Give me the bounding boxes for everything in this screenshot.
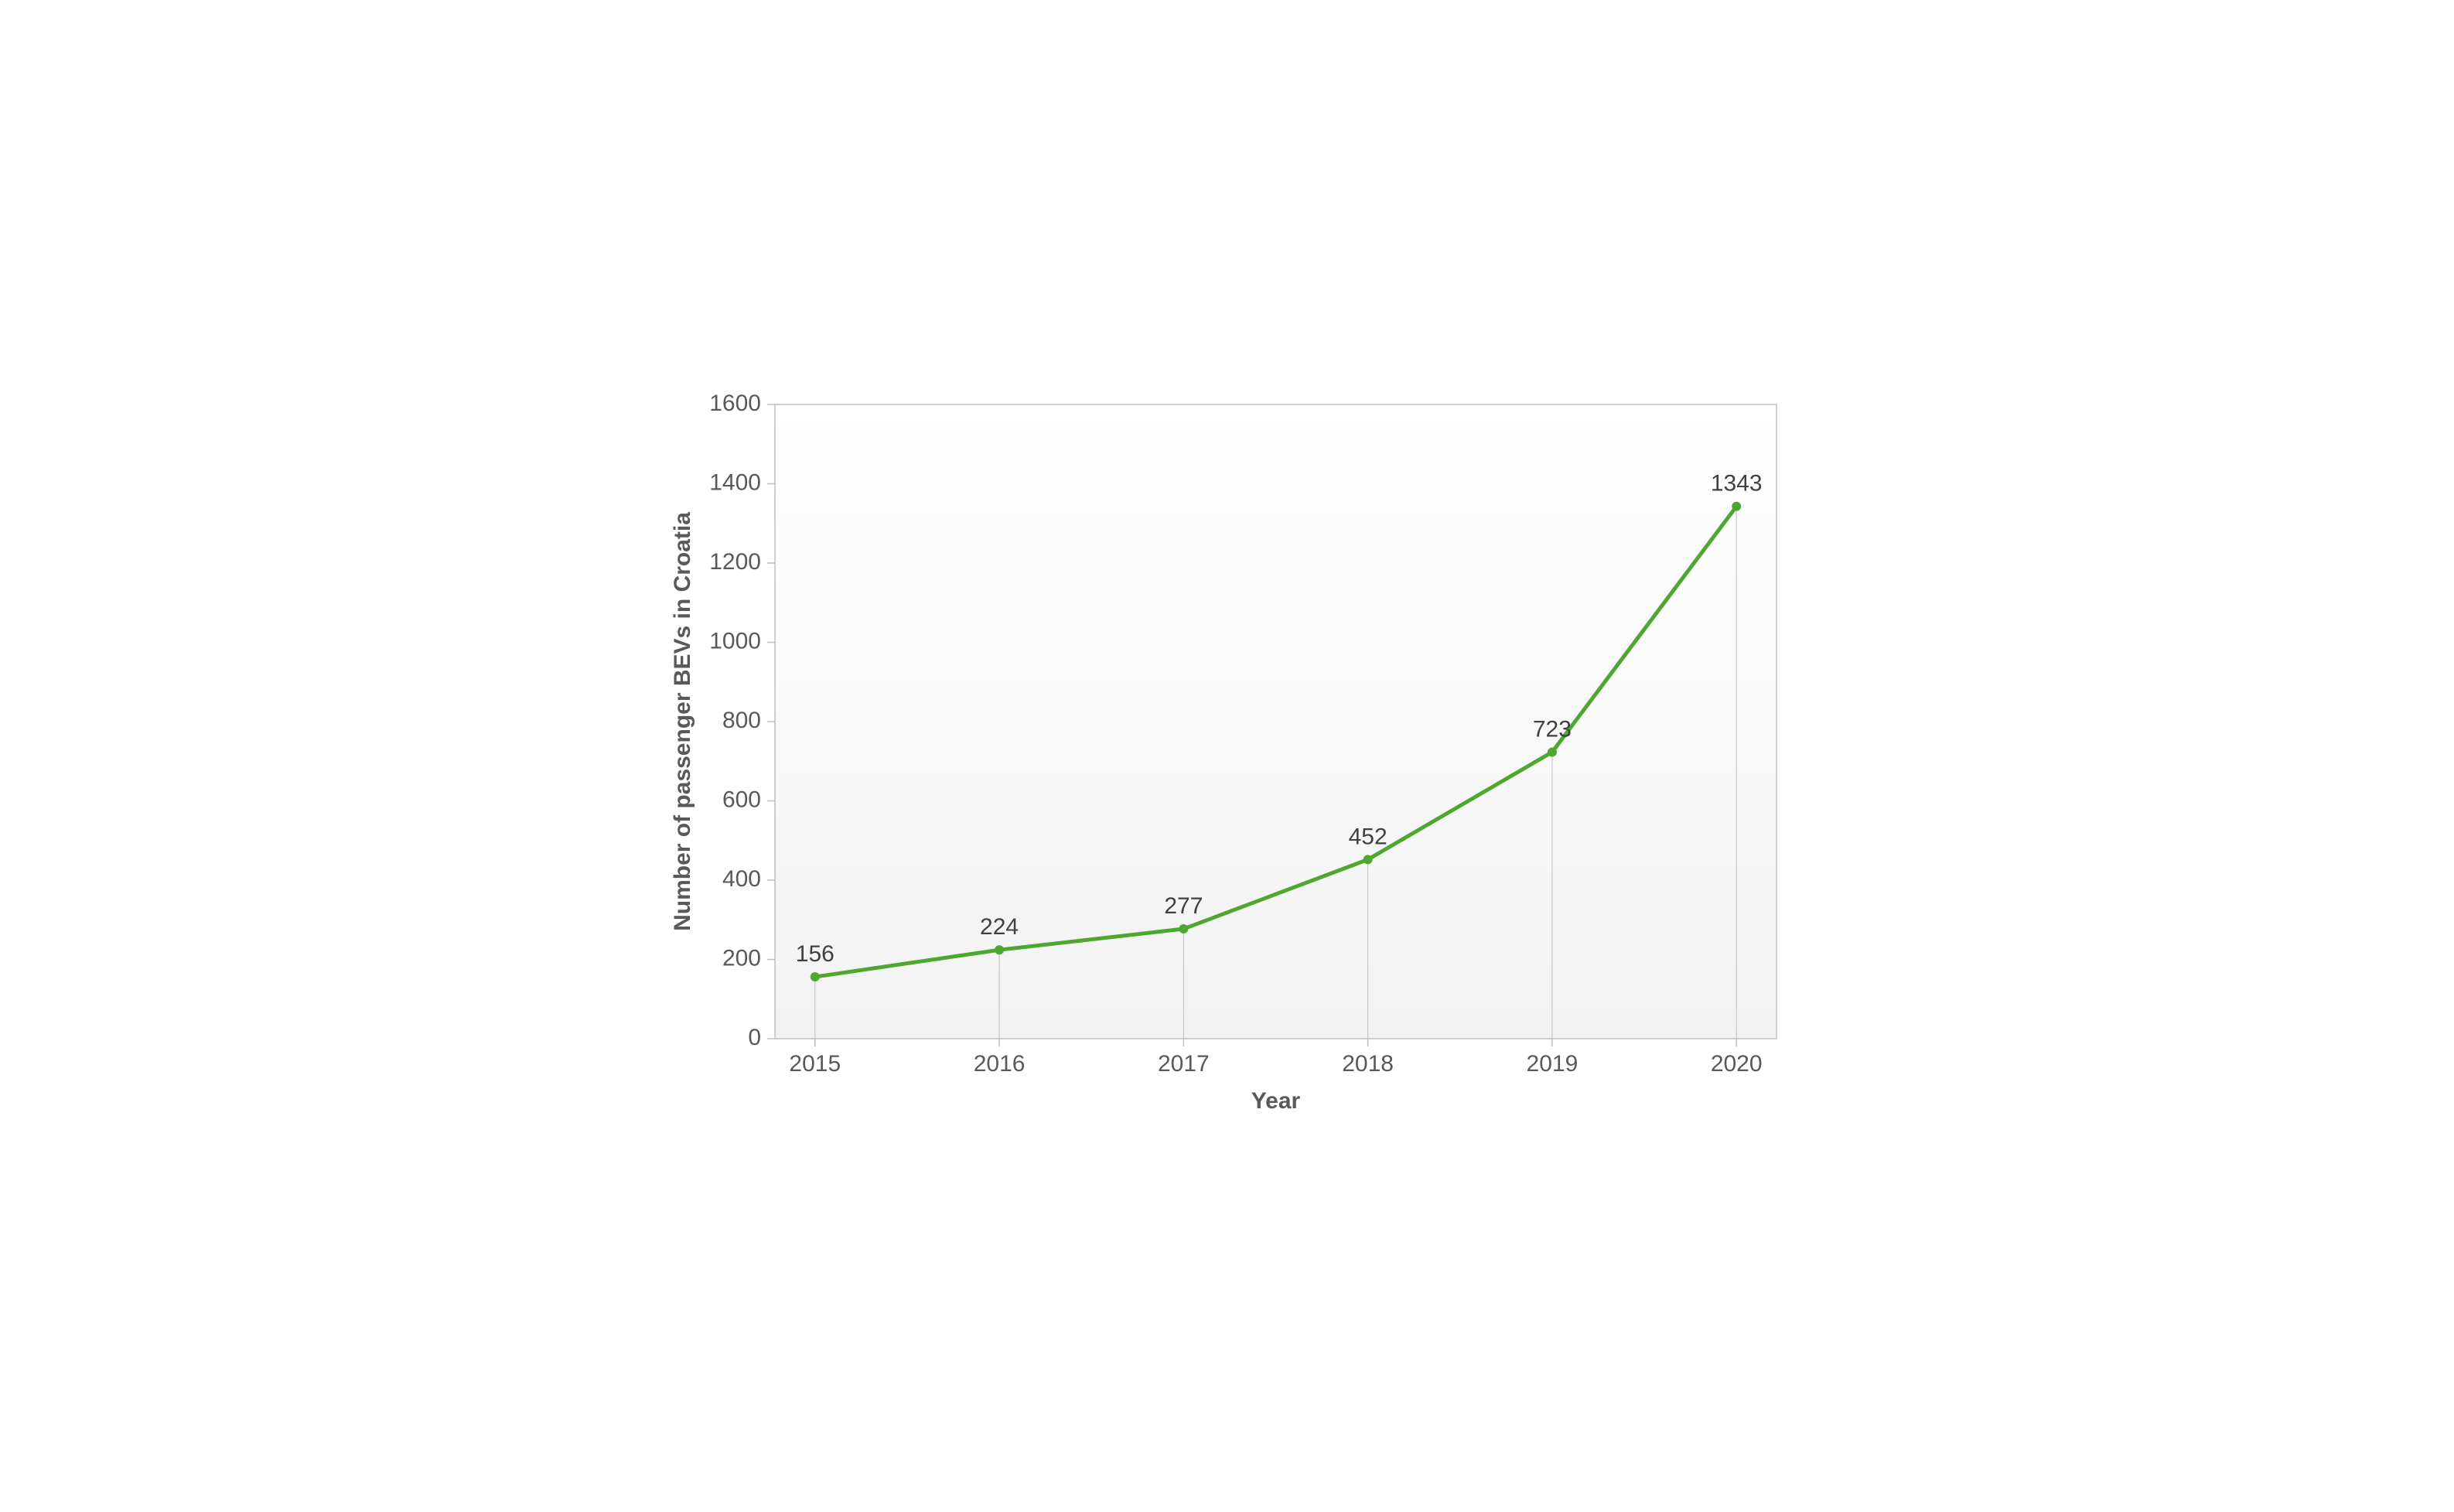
data-marker bbox=[1179, 924, 1188, 933]
x-tick-label: 2017 bbox=[1157, 1051, 1209, 1077]
bev-line-chart: 0 200 400 600 800 1000 1200 1400 1600 2015 2016 201… bbox=[655, 381, 1800, 1131]
data-label: 452 bbox=[1348, 824, 1387, 849]
data-label: 1343 bbox=[1710, 470, 1762, 496]
data-marker bbox=[995, 945, 1004, 954]
y-tick-label: 400 bbox=[722, 865, 760, 891]
y-tick-label: 800 bbox=[722, 707, 760, 732]
x-tick-label: 2015 bbox=[789, 1051, 841, 1077]
data-marker bbox=[1547, 747, 1556, 756]
data-marker bbox=[810, 972, 819, 981]
y-tick-label: 1600 bbox=[709, 390, 761, 415]
x-tick-label: 2016 bbox=[973, 1051, 1025, 1077]
plot-area bbox=[775, 404, 1777, 1039]
y-tick-label: 1400 bbox=[709, 469, 761, 495]
y-tick-label: 1200 bbox=[709, 548, 761, 574]
data-label: 277 bbox=[1164, 893, 1203, 919]
y-axis-title: Number of passenger BEVs in Croatia bbox=[670, 511, 695, 930]
x-axis-title: Year bbox=[1251, 1088, 1300, 1114]
data-label: 156 bbox=[795, 941, 834, 967]
chart-container: 0 200 400 600 800 1000 1200 1400 1600 2015 2016 201… bbox=[0, 0, 2454, 1512]
y-tick-label: 600 bbox=[722, 787, 760, 812]
x-tick-label: 2020 bbox=[1710, 1051, 1762, 1077]
y-tick-label: 200 bbox=[722, 945, 760, 971]
x-tick-label: 2018 bbox=[1342, 1051, 1394, 1077]
y-tick-label: 1000 bbox=[709, 628, 761, 654]
y-tick-label: 0 bbox=[748, 1024, 761, 1050]
data-marker bbox=[1732, 501, 1741, 510]
x-tick-label: 2019 bbox=[1526, 1051, 1578, 1077]
data-marker bbox=[1363, 855, 1372, 864]
data-label: 723 bbox=[1532, 716, 1571, 742]
data-label: 224 bbox=[980, 914, 1019, 940]
